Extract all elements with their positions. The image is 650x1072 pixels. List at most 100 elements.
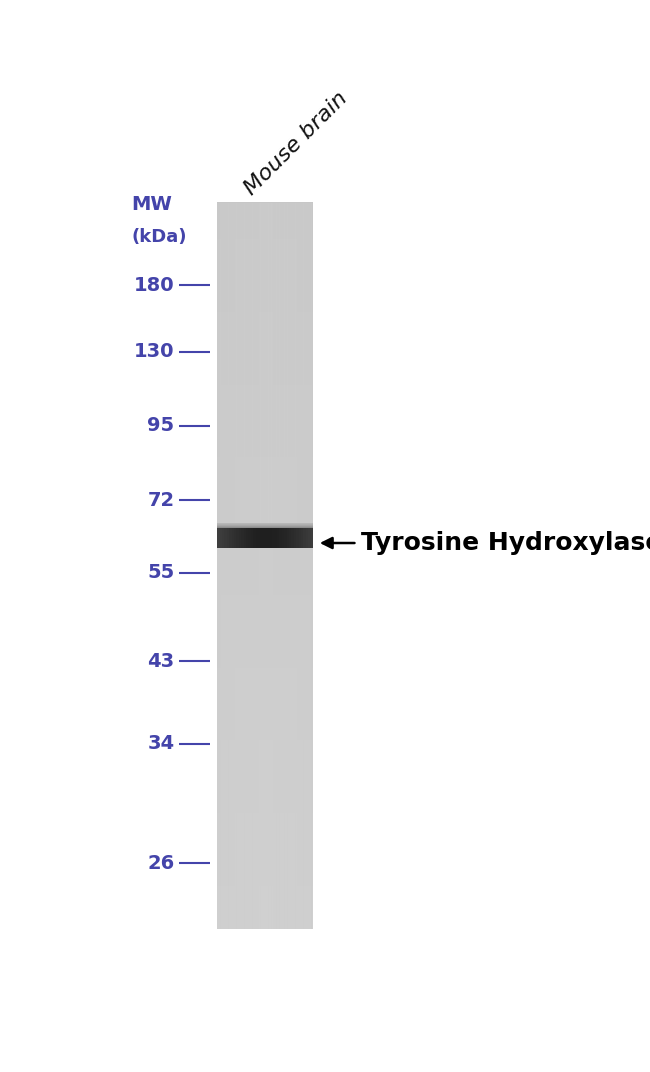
Bar [277, 528, 280, 548]
Bar [217, 551, 313, 559]
Bar [217, 318, 313, 326]
Bar [284, 203, 286, 929]
Bar [217, 892, 313, 900]
Text: 72: 72 [148, 491, 174, 509]
Bar [217, 601, 313, 610]
Bar [301, 528, 304, 548]
Text: MW: MW [131, 195, 172, 213]
Bar [265, 528, 268, 548]
Bar [241, 203, 243, 929]
Bar [259, 203, 261, 929]
Bar [249, 203, 251, 929]
Bar [217, 638, 313, 646]
Bar [217, 747, 313, 755]
Bar [217, 711, 313, 718]
Bar [217, 769, 313, 777]
Text: Mouse brain: Mouse brain [241, 88, 352, 198]
Bar [304, 528, 306, 548]
Bar [217, 544, 313, 552]
Bar [227, 203, 229, 929]
Bar [217, 689, 313, 697]
Bar [217, 391, 313, 399]
Bar [262, 203, 264, 929]
Bar [217, 362, 313, 370]
Bar [217, 855, 313, 864]
Bar [270, 203, 272, 929]
Bar [217, 863, 313, 872]
Bar [228, 203, 230, 929]
Bar [283, 203, 285, 929]
Bar [239, 528, 241, 548]
Bar [231, 203, 233, 929]
Bar [248, 203, 250, 929]
Text: 180: 180 [134, 276, 174, 295]
Bar [217, 384, 313, 391]
Bar [254, 203, 256, 929]
Bar [217, 740, 313, 748]
Bar [224, 203, 226, 929]
Bar [217, 347, 313, 356]
Bar [217, 696, 313, 704]
Bar [217, 434, 313, 443]
Bar [222, 528, 225, 548]
Bar [217, 478, 313, 487]
Bar [280, 203, 281, 929]
Bar [217, 645, 313, 653]
Bar [217, 282, 313, 291]
Bar [230, 203, 232, 929]
Bar [217, 659, 313, 668]
Bar [275, 528, 278, 548]
Bar [246, 203, 248, 929]
Bar [234, 528, 237, 548]
Bar [298, 528, 301, 548]
Bar [217, 653, 313, 660]
Bar [217, 332, 313, 341]
Bar [217, 624, 313, 631]
Bar [217, 565, 313, 574]
Bar [217, 536, 313, 545]
Bar [217, 457, 313, 464]
Bar [217, 507, 313, 516]
Bar [255, 528, 258, 548]
Bar [266, 203, 268, 929]
Bar [307, 203, 309, 929]
Bar [217, 616, 313, 624]
Bar [217, 528, 220, 548]
Bar [217, 878, 313, 885]
Bar [311, 528, 313, 548]
Bar [217, 834, 313, 843]
Text: 26: 26 [147, 853, 174, 873]
Bar [300, 203, 302, 929]
Bar [281, 203, 283, 929]
Bar [217, 914, 313, 922]
Bar [217, 326, 313, 333]
Bar [297, 203, 299, 929]
Bar [231, 528, 234, 548]
Bar [278, 203, 280, 929]
Bar [217, 725, 313, 733]
Bar [217, 559, 313, 566]
Bar [308, 203, 310, 929]
Bar [217, 609, 313, 617]
Bar [291, 528, 294, 548]
Bar [270, 528, 272, 548]
Bar [217, 413, 313, 421]
Bar [217, 355, 313, 362]
Bar [268, 203, 270, 929]
Bar [217, 405, 313, 414]
Bar [217, 718, 313, 726]
Bar [227, 528, 229, 548]
Bar [217, 732, 313, 741]
Bar [217, 528, 313, 537]
Bar [217, 921, 313, 929]
Text: Tyrosine Hydroxylase: Tyrosine Hydroxylase [361, 531, 650, 555]
Bar [241, 528, 244, 548]
Text: 43: 43 [148, 652, 174, 671]
Bar [217, 587, 313, 595]
Bar [217, 303, 313, 312]
Bar [217, 232, 313, 239]
Bar [217, 630, 313, 639]
Bar [217, 376, 313, 385]
Bar [237, 528, 239, 548]
Bar [217, 522, 313, 530]
